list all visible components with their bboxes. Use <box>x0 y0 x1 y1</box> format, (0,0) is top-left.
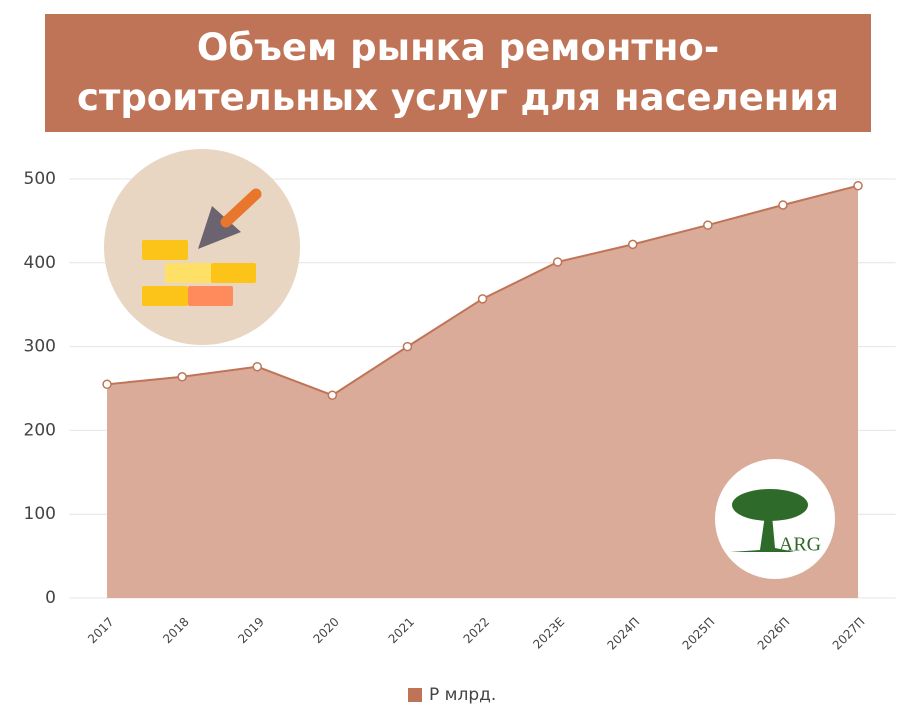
point <box>778 200 788 210</box>
trowel-icon <box>104 149 300 345</box>
arg-logo: ARG <box>715 459 835 579</box>
y-tick-label: 400 <box>24 253 56 273</box>
point <box>628 239 638 250</box>
x-tick-label: 2023E <box>530 615 567 652</box>
x-tick-label: 2025П <box>680 615 718 653</box>
y-tick-label: 300 <box>24 337 56 357</box>
point <box>177 372 187 382</box>
point <box>703 220 713 230</box>
point <box>477 294 488 304</box>
area-fill <box>107 185 859 599</box>
point <box>327 390 338 400</box>
x-tick-label: 2027П <box>830 615 868 653</box>
chart-title: Объем рынка ремонтно- строительных услуг… <box>45 14 871 132</box>
x-tick-label: 2019 <box>235 615 266 646</box>
x-tick-label: 2020 <box>310 615 341 646</box>
point <box>402 341 413 352</box>
x-tick-label: 2021 <box>386 615 417 646</box>
y-tick-label: 0 <box>45 588 56 608</box>
x-tick-label: 2017 <box>85 615 116 646</box>
point <box>252 361 262 372</box>
point <box>102 379 112 390</box>
y-tick-label: 200 <box>24 420 56 440</box>
legend-label: Р млрд. <box>429 685 496 705</box>
point <box>552 257 563 267</box>
legend-swatch <box>408 688 422 702</box>
x-tick-label: 2024П <box>604 615 642 653</box>
x-tick-label: 2018 <box>160 615 191 646</box>
point <box>853 180 863 191</box>
x-tick-label: 2022 <box>461 615 492 646</box>
y-tick-label: 100 <box>24 504 56 524</box>
logo-text: ARG <box>779 534 821 556</box>
y-tick-label: 500 <box>24 169 56 189</box>
x-tick-label: 2026П <box>755 615 793 653</box>
